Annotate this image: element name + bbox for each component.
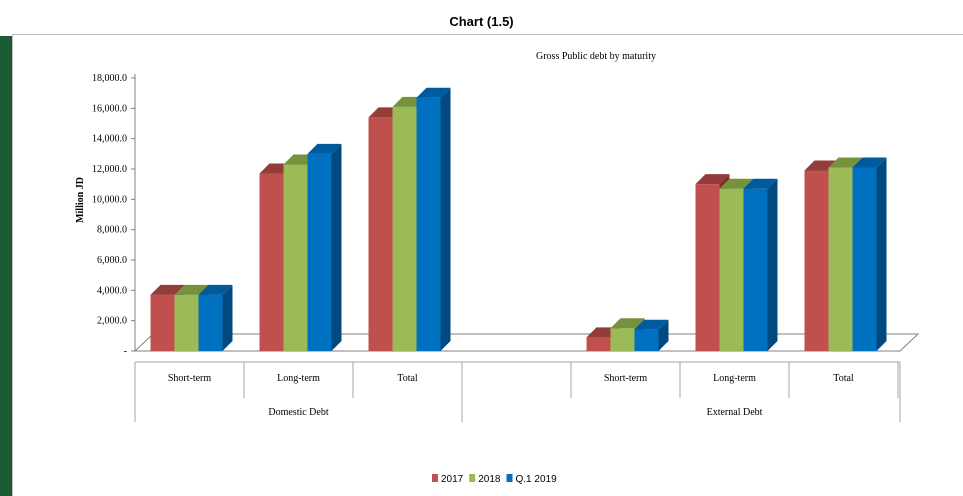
bar [150, 294, 175, 351]
y-tick-label: 2,000.0 [97, 316, 127, 327]
bar [743, 188, 768, 351]
y-tick-label: 4,000.0 [97, 285, 127, 296]
floor-plane [133, 333, 920, 352]
bar [259, 173, 284, 351]
chart-heading: Chart (1.5) [449, 14, 514, 29]
bar [719, 188, 744, 351]
x-tick-label: Long-term [713, 373, 756, 384]
legend: 2017 2018 Q.1 2019 [432, 474, 557, 485]
bar-side [222, 284, 233, 351]
x-tick-label: Short-term [168, 373, 212, 384]
bar [804, 170, 829, 351]
bar-top [610, 318, 645, 329]
bar [634, 329, 659, 351]
bar-top [416, 87, 451, 98]
bar-side [440, 87, 451, 351]
bar-side [767, 178, 778, 351]
y-axis: - 2,000.0 4,000.0 6,000.0 8,000.0 10,000.0 12,… [92, 73, 136, 357]
bar [852, 167, 877, 351]
bar [307, 153, 332, 351]
x-group-label: Domestic Debt [268, 407, 328, 418]
bar [586, 337, 611, 351]
bar [416, 97, 441, 351]
x-tick-label: Short-term [604, 373, 648, 384]
bar-side [658, 319, 669, 351]
legend-entry: 2018 [478, 474, 501, 485]
x-axis: Short-term Long-term Total Domestic Debt Sho… [134, 361, 901, 422]
bar [368, 117, 393, 351]
chart-frame [12, 34, 963, 496]
side-strip [0, 36, 12, 496]
bar-side [331, 143, 342, 351]
y-tick-label: 10,000.0 [92, 194, 127, 205]
bar-top [150, 284, 185, 295]
legend-swatch [432, 474, 438, 482]
bar [198, 294, 223, 351]
bars [150, 87, 887, 351]
bar-top [198, 284, 233, 295]
bar-top [719, 178, 754, 189]
chart-title: Gross Public debt by maturity [536, 51, 656, 62]
bar [392, 106, 417, 351]
y-tick-label: 8,000.0 [97, 225, 127, 236]
x-group-label: External Debt [707, 407, 763, 418]
x-tick-label: Total [833, 373, 854, 384]
bar [283, 164, 308, 351]
y-tick-label: 6,000.0 [97, 255, 127, 266]
y-tick-label: - [124, 346, 127, 357]
legend-entry: 2017 [441, 474, 464, 485]
legend-swatch [506, 474, 513, 482]
legend-swatch [469, 474, 476, 482]
bar [828, 167, 853, 351]
y-tick-label: 16,000.0 [92, 103, 127, 114]
bar-top [307, 143, 342, 154]
y-tick-label: 18,000.0 [92, 73, 127, 84]
bar-top [743, 178, 778, 189]
y-axis-label: Million JD [75, 177, 86, 223]
y-tick-label: 12,000.0 [92, 164, 127, 175]
bar-side [876, 157, 887, 351]
bar-top [828, 157, 863, 168]
x-tick-label: Long-term [277, 373, 320, 384]
bar [174, 294, 199, 351]
legend-entry: Q.1 2019 [516, 474, 558, 485]
bar-top [695, 174, 730, 185]
chart-floor [133, 333, 920, 352]
bar-top [852, 157, 887, 168]
bar [610, 328, 635, 351]
bar-top [634, 319, 669, 330]
y-tick-label: 14,000.0 [92, 134, 127, 145]
x-tick-label: Total [397, 373, 418, 384]
bar-top [174, 284, 209, 295]
bar [695, 184, 720, 351]
